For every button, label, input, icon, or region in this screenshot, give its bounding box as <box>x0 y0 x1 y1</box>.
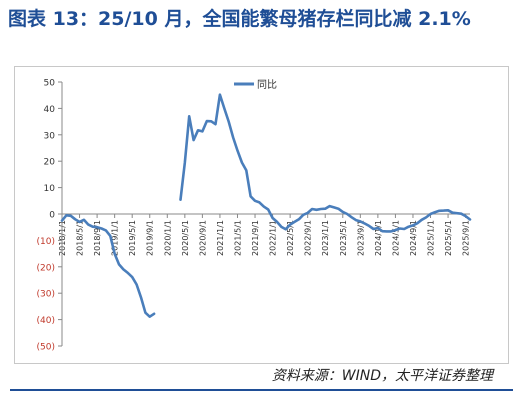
x-tick-label: 2025/5/1 <box>444 220 453 256</box>
x-tick-label: 2025/9/1 <box>462 220 471 256</box>
x-tick-label: 2018/9/1 <box>93 220 102 256</box>
y-tick-label: (30) <box>37 290 55 300</box>
x-tick-label: 2021/1/1 <box>216 220 225 256</box>
y-tick-label: (50) <box>37 343 55 353</box>
x-tick-label: 2023/5/1 <box>339 220 348 256</box>
x-tick-label: 2020/5/1 <box>181 220 190 256</box>
series-line <box>179 93 472 233</box>
y-tick-label: 10 <box>44 184 56 194</box>
y-axis-ticks: 50 40 30 20 10 0 (10) (20) (30) (40) (50) <box>37 79 62 353</box>
y-tick-label: 40 <box>44 105 56 115</box>
series-group <box>60 93 472 319</box>
y-tick-label: (10) <box>37 237 55 247</box>
x-tick-label: 2022/9/1 <box>304 220 313 256</box>
x-tick-label: 2021/9/1 <box>251 220 260 256</box>
y-tick-label: (20) <box>37 263 55 273</box>
x-tick-label: 2024/9/1 <box>409 220 418 256</box>
x-tick-label: 2019/9/1 <box>146 220 155 256</box>
chart-frame <box>14 66 509 364</box>
y-tick-label: (40) <box>37 316 55 326</box>
x-tick-label: 2022/5/1 <box>286 220 295 256</box>
x-tick-label: 2018/5/1 <box>76 220 85 256</box>
x-tick-label: 2025/1/1 <box>427 220 436 256</box>
x-tick-label: 2024/1/1 <box>374 220 383 256</box>
y-tick-label: 20 <box>44 158 56 168</box>
x-tick-label: 2024/5/1 <box>391 220 400 256</box>
x-tick-label: 2020/9/1 <box>198 220 207 256</box>
x-tick-label: 2023/1/1 <box>321 220 330 256</box>
x-tick-label: 2020/1/1 <box>163 220 172 256</box>
x-tick-label: 2019/1/1 <box>111 220 120 256</box>
y-tick-label: 30 <box>44 131 56 141</box>
legend-label: 同比 <box>257 79 277 91</box>
series-line <box>60 214 156 319</box>
chart-title: 图表 13：25/10 月，全国能繁母猪存栏同比减 2.1% <box>8 8 471 30</box>
footer-divider <box>10 389 513 391</box>
source-note: 资料来源：WIND，太平洋证券整理 <box>271 368 493 384</box>
x-tick-label: 2023/9/1 <box>356 220 365 256</box>
x-tick-label: 2021/5/1 <box>233 220 242 256</box>
y-tick-label: 0 <box>49 211 55 221</box>
x-tick-label: 2022/1/1 <box>269 220 278 256</box>
x-tick-label: 2019/5/1 <box>128 220 137 256</box>
y-tick-label: 50 <box>44 79 56 89</box>
x-axis-ticks: 2018/1/12018/5/12018/9/12019/1/12019/5/1… <box>58 214 471 256</box>
legend: 同比 <box>234 79 277 91</box>
